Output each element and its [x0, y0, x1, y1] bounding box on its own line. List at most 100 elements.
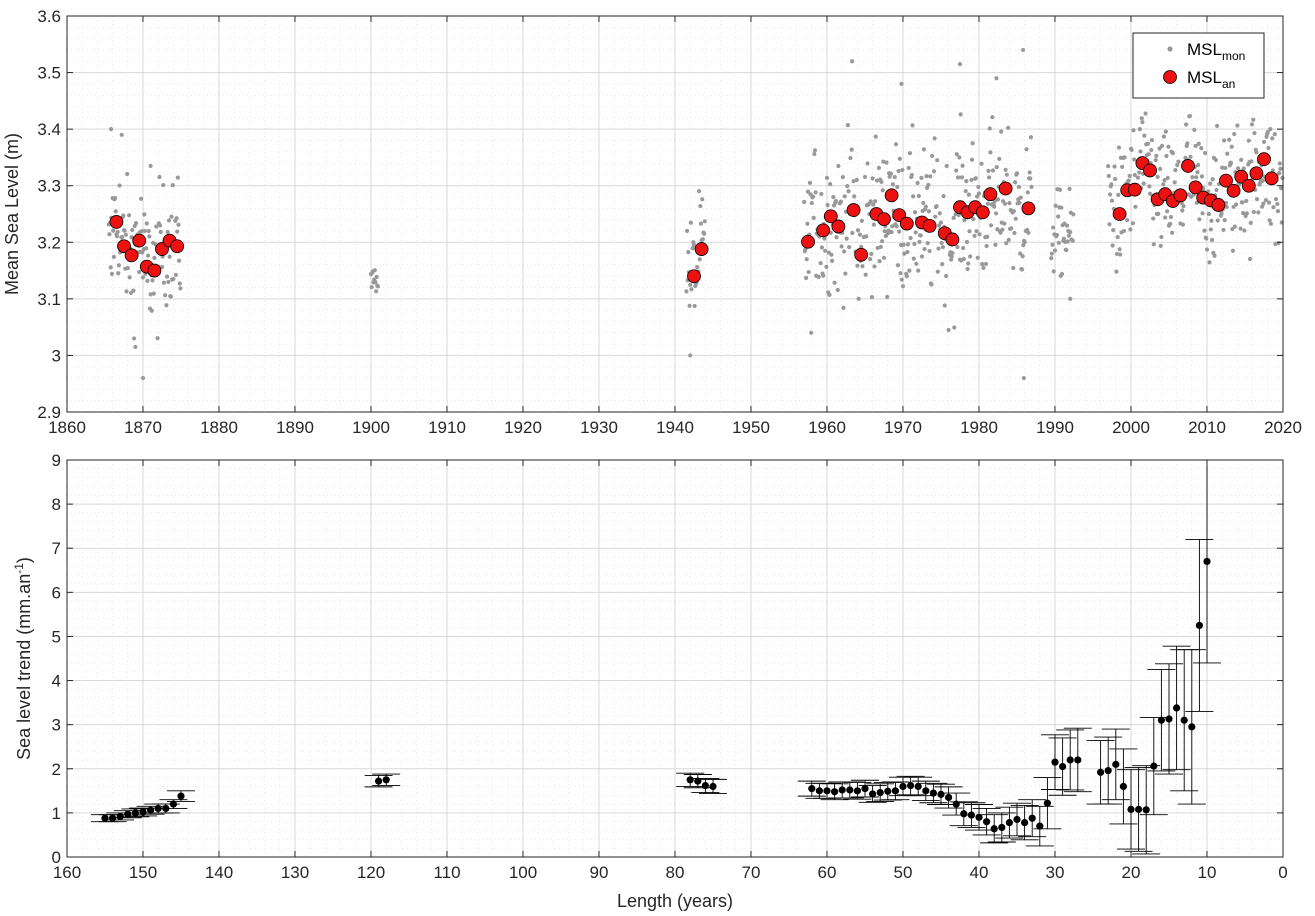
monthly-msl-point	[144, 221, 149, 226]
monthly-msl-point	[1009, 226, 1014, 231]
y-tick-label: 0	[52, 848, 61, 867]
monthly-msl-point	[1221, 227, 1226, 233]
monthly-msl-point	[1268, 221, 1274, 226]
legend-monthly-sub: mon	[1222, 49, 1245, 63]
monthly-msl-point	[157, 174, 162, 180]
x-tick-label: 1970	[884, 418, 922, 437]
monthly-msl-point	[1184, 122, 1189, 127]
monthly-msl-point	[1128, 227, 1133, 232]
monthly-msl-point	[932, 136, 937, 141]
monthly-msl-point	[957, 61, 963, 67]
monthly-msl-point	[847, 244, 852, 250]
y-tick-label: 8	[52, 495, 61, 514]
legend-monthly-base: MSL	[1187, 40, 1222, 59]
monthly-msl-point	[954, 152, 959, 157]
monthly-msl-point	[1270, 136, 1275, 141]
monthly-msl-point	[813, 190, 818, 195]
monthly-msl-point	[906, 165, 911, 171]
monthly-msl-point	[1002, 201, 1008, 206]
monthly-msl-point	[1024, 147, 1029, 152]
monthly-msl-point	[890, 182, 895, 187]
monthly-msl-point	[690, 246, 695, 251]
monthly-msl-point	[1029, 184, 1034, 189]
monthly-msl-point	[1157, 146, 1162, 151]
monthly-msl-point	[880, 188, 885, 193]
monthly-msl-point	[819, 191, 824, 197]
trend-marker	[823, 787, 831, 795]
monthly-msl-point	[1064, 223, 1070, 228]
monthly-msl-point	[1266, 200, 1272, 205]
monthly-msl-point	[1199, 145, 1204, 151]
monthly-msl-point	[918, 233, 923, 238]
monthly-msl-point	[1249, 122, 1255, 127]
monthly-msl-point	[1229, 144, 1234, 149]
monthly-msl-point	[935, 158, 940, 163]
trend-marker	[899, 782, 907, 791]
monthly-msl-point	[700, 197, 705, 202]
monthly-msl-point	[698, 203, 703, 209]
trend-point	[820, 783, 849, 801]
annual-msl-point	[1211, 198, 1226, 212]
monthly-msl-point	[1151, 216, 1156, 221]
monthly-msl-point	[973, 176, 978, 181]
bottom-x-ticks: 160 150 140 130 120 110 100 90 80 70 60 50 40 30 20 10 0	[53, 460, 1288, 882]
monthly-msl-point	[843, 271, 848, 276]
monthly-msl-point	[1153, 157, 1158, 163]
monthly-msl-point	[1232, 131, 1237, 137]
trend-point	[1162, 645, 1191, 771]
monthly-msl-point	[1143, 111, 1148, 116]
monthly-msl-point	[913, 230, 918, 235]
monthly-msl-point	[1051, 225, 1056, 230]
monthly-msl-point	[871, 202, 876, 207]
x-tick-label: 1960	[808, 418, 846, 437]
monthly-msl-point	[166, 279, 171, 285]
monthly-msl-point	[969, 157, 975, 162]
monthly-msl-point	[988, 150, 993, 155]
monthly-msl-point	[1139, 116, 1144, 121]
x-tick-label: 60	[818, 863, 837, 882]
monthly-msl-point	[1130, 221, 1135, 226]
monthly-msl-point	[854, 177, 859, 182]
monthly-msl-point	[1241, 166, 1246, 171]
trend-point	[1063, 727, 1092, 793]
trend-point	[995, 806, 1024, 839]
monthly-msl-point	[1238, 226, 1243, 231]
monthly-msl-point	[921, 147, 927, 152]
monthly-msl-point	[893, 142, 899, 147]
monthly-msl-point	[1176, 159, 1181, 164]
monthly-msl-point	[1137, 170, 1142, 175]
monthly-msl-point	[1059, 205, 1064, 210]
monthly-msl-point	[176, 222, 181, 227]
monthly-msl-point	[177, 258, 182, 263]
monthly-msl-point	[1188, 154, 1193, 159]
monthly-msl-point	[900, 284, 906, 289]
trend-marker	[1112, 760, 1120, 768]
monthly-msl-point	[961, 256, 966, 262]
monthly-msl-point	[1012, 230, 1017, 236]
annual-msl-point	[147, 263, 162, 278]
monthly-msl-point	[697, 257, 702, 262]
annual-msl-point	[124, 248, 139, 263]
monthly-msl-point	[936, 246, 941, 251]
monthly-msl-point	[995, 197, 1001, 202]
monthly-msl-point	[142, 212, 147, 217]
monthly-msl-point	[897, 229, 902, 234]
monthly-msl-point	[935, 269, 940, 274]
monthly-msl-point	[931, 169, 937, 174]
monthly-msl-point	[839, 244, 844, 249]
monthly-msl-point	[1116, 145, 1122, 150]
monthly-msl-point	[1154, 153, 1159, 158]
monthly-msl-point	[897, 156, 902, 161]
monthly-msl-point	[161, 182, 166, 188]
monthly-msl-point	[934, 204, 939, 209]
monthly-msl-point	[1220, 165, 1225, 170]
trend-marker	[1059, 762, 1067, 771]
trend-marker	[998, 823, 1006, 832]
x-tick-label: 1910	[428, 418, 466, 437]
monthly-msl-point	[868, 199, 873, 204]
monthly-msl-point	[915, 180, 920, 186]
monthly-msl-point	[1200, 211, 1205, 216]
monthly-msl-point	[1025, 190, 1030, 195]
monthly-msl-point	[971, 216, 976, 222]
